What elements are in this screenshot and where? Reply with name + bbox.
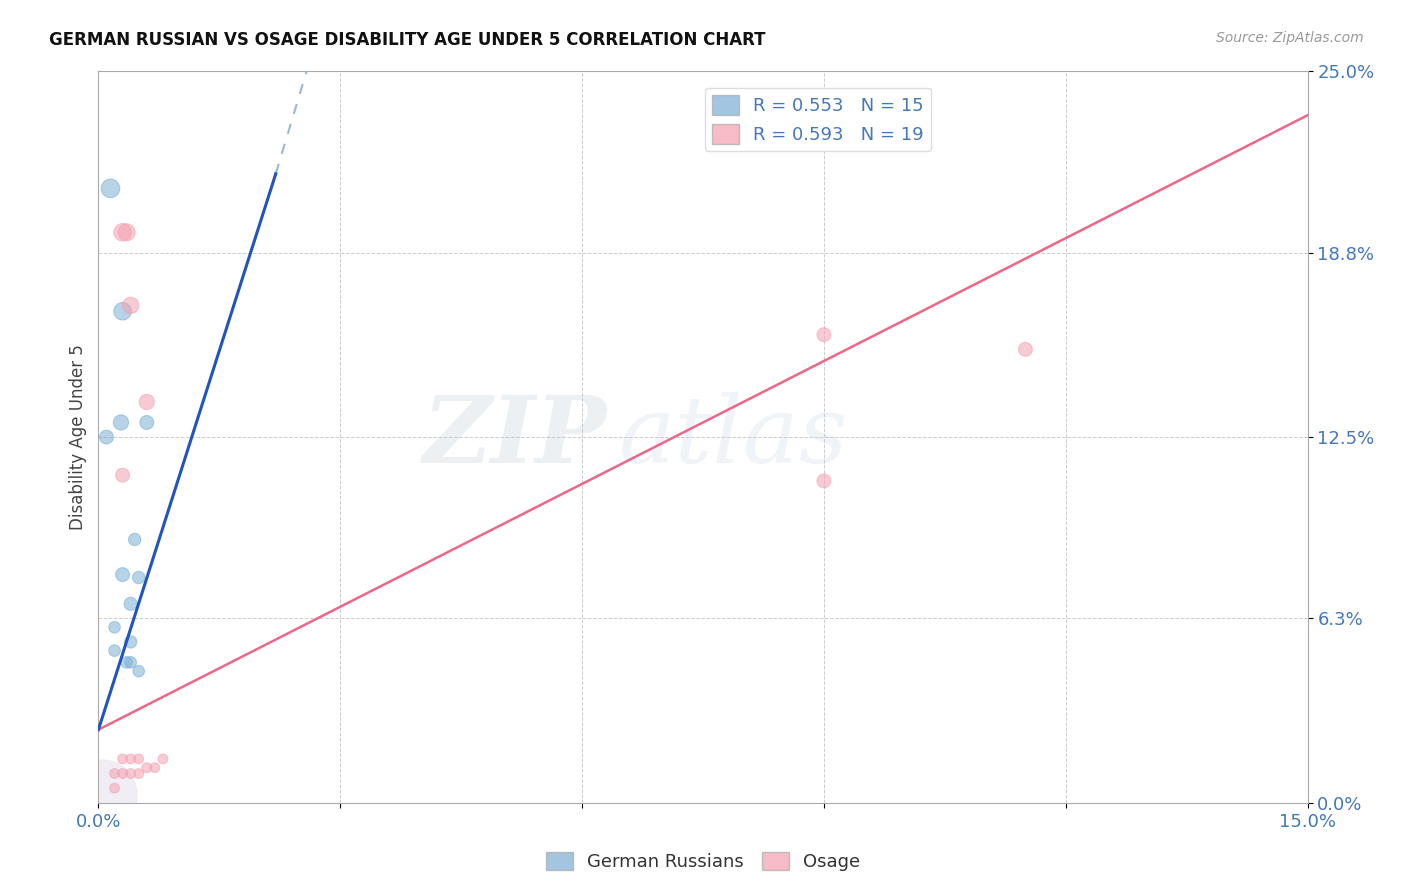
Point	[813, 474, 835, 488]
Point	[96, 430, 118, 444]
Point	[103, 643, 125, 657]
Point	[111, 225, 134, 239]
Point	[1014, 343, 1036, 357]
Point	[135, 761, 157, 775]
Point	[135, 416, 157, 430]
Point	[111, 304, 134, 318]
Point	[115, 225, 138, 239]
Text: ZIP: ZIP	[422, 392, 606, 482]
Point	[128, 664, 150, 678]
Point	[103, 781, 125, 796]
Text: GERMAN RUSSIAN VS OSAGE DISABILITY AGE UNDER 5 CORRELATION CHART: GERMAN RUSSIAN VS OSAGE DISABILITY AGE U…	[49, 31, 766, 49]
Point	[120, 766, 142, 780]
Point	[135, 395, 157, 409]
Point	[103, 620, 125, 634]
Y-axis label: Disability Age Under 5: Disability Age Under 5	[69, 344, 87, 530]
Legend: German Russians, Osage: German Russians, Osage	[538, 845, 868, 879]
Point	[111, 766, 134, 780]
Point	[111, 468, 134, 483]
Point	[128, 752, 150, 766]
Point	[128, 570, 150, 584]
Point	[115, 656, 138, 670]
Point	[110, 416, 132, 430]
Point	[111, 567, 134, 582]
Point	[103, 766, 125, 780]
Point	[120, 656, 142, 670]
Point	[111, 752, 134, 766]
Point	[120, 298, 142, 312]
Point	[91, 787, 114, 801]
Text: atlas: atlas	[619, 392, 848, 482]
Point	[128, 766, 150, 780]
Point	[100, 181, 122, 195]
Point	[120, 752, 142, 766]
Point	[120, 635, 142, 649]
Point	[813, 327, 835, 342]
Point	[143, 761, 166, 775]
Text: Source: ZipAtlas.com: Source: ZipAtlas.com	[1216, 31, 1364, 45]
Point	[124, 533, 146, 547]
Legend: R = 0.553   N = 15, R = 0.593   N = 19: R = 0.553 N = 15, R = 0.593 N = 19	[704, 87, 931, 151]
Point	[120, 597, 142, 611]
Point	[152, 752, 174, 766]
